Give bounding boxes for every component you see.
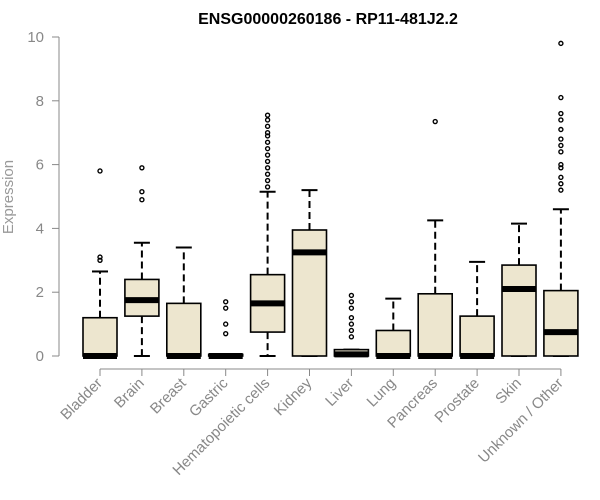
outlier-point [558, 149, 564, 155]
box-2 [166, 246, 202, 359]
outlier-point [348, 292, 355, 299]
outlier-point [558, 40, 564, 47]
outlier-point [97, 257, 103, 263]
box-rect [166, 302, 202, 357]
outlier-point [432, 118, 438, 125]
outlier-point [264, 123, 271, 130]
y-tick-label-5: 10 [27, 29, 44, 46]
box-7 [375, 297, 412, 359]
outlier-point [97, 168, 103, 174]
y-axis: 0 2 4 6 8 10 [27, 29, 60, 365]
outlier-point [264, 129, 271, 136]
outlier-point [348, 299, 355, 305]
outlier-point [222, 299, 229, 305]
outlier-point [222, 321, 229, 327]
boxes-group [82, 40, 579, 359]
outlier-point [264, 158, 271, 165]
outlier-point [558, 174, 564, 181]
outlier-point [139, 165, 145, 171]
outlier-point [139, 189, 145, 195]
x-tick-label-0: Bladder [57, 375, 106, 424]
x-tick-label-1: Brain [111, 375, 148, 412]
box-0 [82, 168, 118, 359]
y-axis-label: Expression [0, 160, 17, 234]
box-4 [249, 112, 286, 357]
outlier-point [558, 161, 564, 168]
outlier-point [348, 315, 355, 321]
outlier-point [264, 117, 271, 123]
outlier-point [97, 254, 103, 260]
outlier-point [264, 177, 271, 184]
box-1 [124, 165, 160, 357]
x-tick-label-2: Breast [147, 374, 190, 417]
outlier-point [558, 181, 564, 187]
outlier-point [558, 94, 564, 101]
outlier-point [348, 327, 355, 334]
outlier-point [558, 142, 564, 149]
outlier-point [558, 165, 564, 171]
box-rect [291, 229, 328, 357]
outlier-point [558, 110, 564, 117]
box-rect [417, 292, 454, 357]
outlier-point [558, 117, 564, 123]
box-rect [543, 289, 579, 357]
box-3 [207, 299, 244, 359]
y-tick-label-2: 4 [36, 220, 44, 237]
box-rect [501, 264, 537, 357]
x-tick-label-10: Skin [492, 375, 525, 408]
x-tick-label-5: Kidney [271, 374, 316, 419]
box-10 [501, 222, 537, 357]
outlier-point [139, 196, 145, 203]
y-tick-label-4: 8 [36, 93, 44, 110]
box-8 [417, 118, 454, 359]
y-tick-label-0: 0 [36, 348, 44, 365]
outlier-point [264, 145, 271, 152]
outlier-point [348, 305, 355, 311]
x-tick-label-7: Lung [364, 375, 400, 411]
outlier-point [222, 330, 229, 337]
outlier-point [264, 171, 271, 177]
box-5 [291, 189, 328, 357]
outlier-point [264, 139, 271, 145]
outlier-point [558, 187, 564, 193]
box-6 [333, 292, 370, 358]
outlier-point [558, 126, 564, 133]
x-tick-label-9: Prostate [431, 375, 483, 427]
box-11 [543, 40, 579, 357]
box-rect [459, 315, 495, 357]
outlier-point [558, 136, 564, 142]
box-9 [459, 260, 495, 359]
box-rect [375, 329, 412, 357]
x-tick-label-6: Liver [322, 375, 357, 410]
outlier-point [264, 165, 271, 171]
outlier-point [264, 184, 271, 190]
box-rect [82, 316, 118, 357]
outlier-point [264, 152, 271, 158]
outlier-point [348, 334, 355, 340]
outlier-point [264, 112, 271, 118]
y-tick-label-3: 6 [36, 157, 44, 174]
chart-title: ENSG00000260186 - RP11-481J2.2 [198, 11, 458, 28]
outlier-point [222, 305, 229, 311]
outlier-point [348, 321, 355, 327]
outlier-point [264, 133, 271, 139]
y-tick-label-1: 2 [36, 284, 44, 301]
